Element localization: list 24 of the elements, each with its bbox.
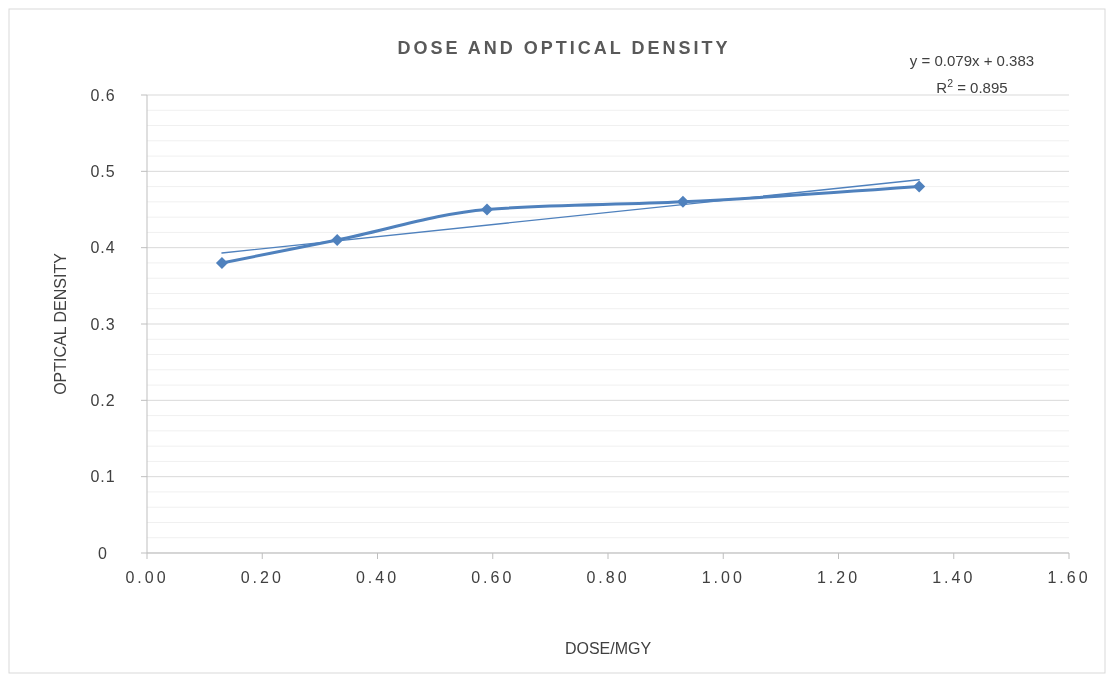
x-axis-title: DOSE/MGY (564, 640, 652, 657)
point (913, 180, 926, 193)
y-tick-label: 0.5 (90, 162, 116, 180)
x-tick-label: 0.80 (586, 569, 630, 586)
y-tick-label: 0 (98, 544, 108, 562)
y-tick-label: 0.1 (90, 468, 116, 486)
point (480, 203, 493, 216)
point (215, 256, 228, 269)
y-tick-label: 0.4 (90, 239, 116, 257)
x-tick-label: 1.20 (816, 569, 861, 586)
chart-title: DOSE AND OPTICAL DENSITY (397, 38, 731, 58)
x-tick-label: 1.00 (701, 569, 745, 586)
x-tick-label: 0.00 (125, 569, 169, 586)
text: y = 0.079x + 0.383 (909, 52, 1035, 69)
x-tick-label: 1.40 (932, 569, 976, 586)
x-tick-label: 0.60 (471, 569, 515, 586)
annotation: R$^{2}$ = 0.895 (936, 77, 1008, 96)
x-tick-label: 1.60 (1047, 569, 1091, 586)
y-axis-title: OPTICAL DENSITY (52, 252, 69, 395)
y-tick-label: 0.2 (90, 391, 116, 409)
y-tick-label: 0.3 (90, 315, 116, 333)
y-tick-label: 0.6 (90, 86, 116, 104)
x-tick-label: 0.40 (355, 569, 400, 586)
x-tick-label: 0.20 (240, 569, 284, 586)
